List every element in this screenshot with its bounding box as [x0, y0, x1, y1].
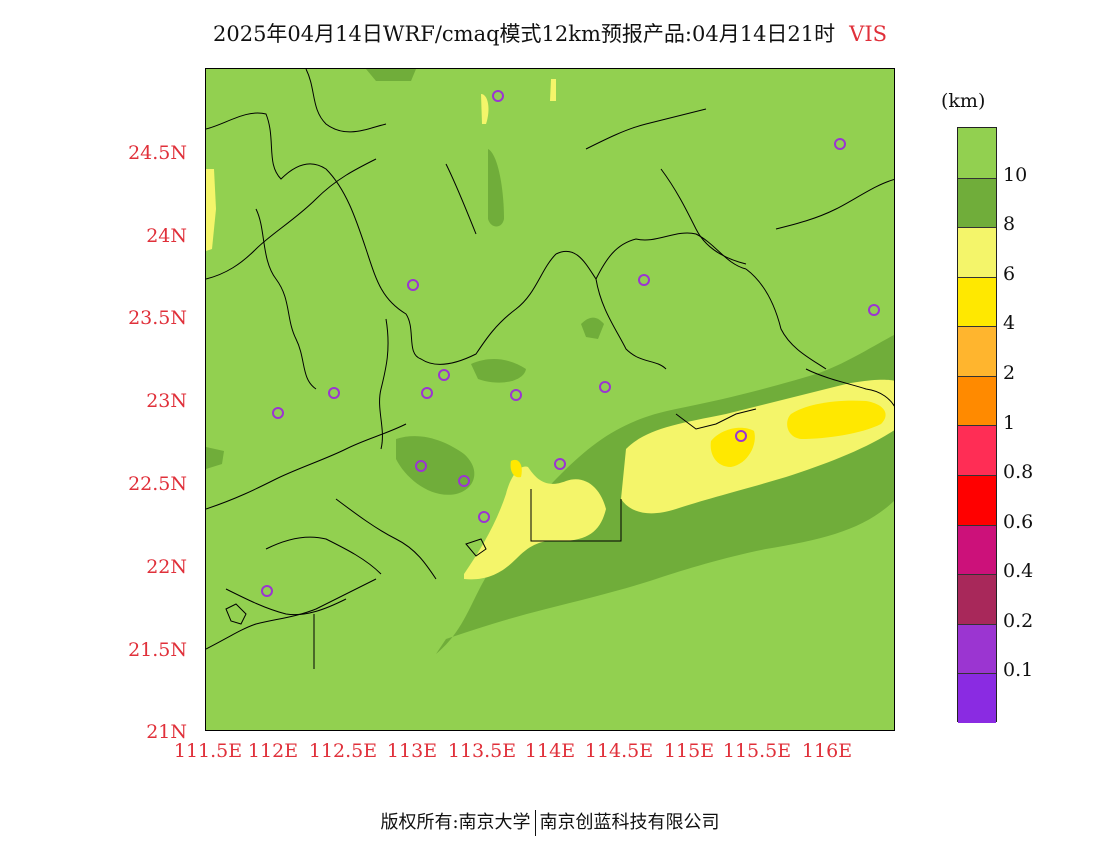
- colorbar-label: 0.4: [1003, 560, 1034, 583]
- station-marker: [868, 304, 880, 316]
- vis-band-8km-mid: [471, 358, 526, 383]
- station-marker: [492, 90, 504, 102]
- vis-band-8km-top: [366, 69, 416, 81]
- lat-label-21: 21N: [146, 721, 187, 743]
- lon-label-113: 113E: [386, 740, 438, 762]
- vis-band-8km-bay: [581, 317, 604, 339]
- lon-label-115: 115E: [663, 740, 715, 762]
- colorbar-label: 10: [1003, 163, 1028, 186]
- lon-label-111.5: 111.5E: [173, 740, 243, 762]
- colorbar-label: 6: [1003, 262, 1016, 285]
- hk-boundary: [530, 489, 622, 542]
- lon-label-112: 112E: [247, 740, 299, 762]
- colorbar-segment: [958, 227, 996, 277]
- vis-band-8km-west: [206, 447, 224, 469]
- colorbar: [957, 127, 997, 723]
- station-markers: [261, 90, 880, 597]
- lat-label-23: 23N: [146, 390, 187, 412]
- station-marker: [638, 274, 650, 286]
- lat-label-22: 22N: [146, 556, 187, 578]
- footer-copyright: 版权所有:南京大学: [380, 812, 531, 833]
- lon-label-114.5: 114.5E: [584, 740, 654, 762]
- colorbar-segment: [958, 326, 996, 376]
- lat-label-24: 24N: [146, 225, 187, 247]
- colorbar-segment: [958, 177, 996, 228]
- colorbar-segment: [958, 673, 996, 723]
- map-title: 2025年04月14日WRF/cmaq模式12km预报产品:04月14日21时 V…: [0, 18, 1100, 48]
- colorbar-label: 4: [1003, 312, 1016, 335]
- colorbar-label: 2: [1003, 361, 1016, 384]
- station-marker: [478, 511, 490, 523]
- vis-band-8km-north: [488, 149, 504, 227]
- colorbar-segment: [958, 623, 996, 674]
- station-marker: [554, 458, 566, 470]
- station-marker: [328, 387, 340, 399]
- colorbar-label: 0.2: [1003, 609, 1034, 632]
- colorbar-segment: [958, 475, 996, 525]
- station-marker: [735, 430, 747, 442]
- colorbar-segment: [958, 524, 996, 575]
- vis-band-6km-top: [550, 79, 556, 101]
- footer-divider: [534, 810, 536, 836]
- vis-band-4km-east: [787, 400, 886, 439]
- visibility-map: [205, 68, 895, 731]
- map-canvas: [206, 69, 894, 669]
- lon-label-115.5: 115.5E: [722, 740, 792, 762]
- admin-boundaries: [206, 69, 894, 616]
- footer-company: 南京创蓝科技有限公司: [539, 812, 720, 833]
- colorbar-segment: [958, 425, 996, 476]
- station-marker: [421, 387, 433, 399]
- station-marker: [438, 369, 450, 381]
- lat-label-21.5: 21.5N: [128, 639, 187, 661]
- colorbar-label: 0.1: [1003, 659, 1034, 682]
- station-marker: [599, 381, 611, 393]
- vis-band-6km-west: [206, 169, 216, 251]
- colorbar-label: 1: [1003, 411, 1016, 434]
- title-main: 2025年04月14日WRF/cmaq模式12km预报产品:04月14日21时: [212, 22, 836, 46]
- lon-label-114: 114E: [524, 740, 576, 762]
- station-marker: [834, 138, 846, 150]
- vis-band-6km-north: [481, 94, 489, 124]
- colorbar-segment: [958, 574, 996, 624]
- station-marker: [272, 407, 284, 419]
- lat-label-22.5: 22.5N: [128, 473, 187, 495]
- lon-label-116: 116E: [801, 740, 853, 762]
- station-marker: [510, 389, 522, 401]
- vis-band-4km-spot: [510, 459, 522, 478]
- vis-band-6km: [464, 466, 606, 580]
- station-marker: [407, 279, 419, 291]
- colorbar-label: 8: [1003, 213, 1016, 236]
- vis-band-8km-inland: [396, 436, 475, 495]
- colorbar-segment: [958, 375, 996, 426]
- lon-label-113.5: 113.5E: [447, 740, 517, 762]
- station-marker: [261, 585, 273, 597]
- station-marker: [415, 460, 427, 472]
- colorbar-label: 0.6: [1003, 510, 1034, 533]
- copyright-footer: 版权所有:南京大学 南京创蓝科技有限公司: [0, 808, 1100, 836]
- lat-label-24.5: 24.5N: [128, 142, 187, 164]
- lon-label-112.5: 112.5E: [308, 740, 378, 762]
- lat-label-23.5: 23.5N: [128, 307, 187, 329]
- colorbar-units: (km): [941, 90, 986, 112]
- vis-band-4km: [710, 427, 755, 467]
- coastline: [206, 368, 894, 669]
- colorbar-label: 0.8: [1003, 461, 1034, 484]
- title-variable: VIS: [849, 22, 888, 46]
- colorbar-segment: [958, 128, 996, 178]
- station-marker: [458, 475, 470, 487]
- colorbar-segment: [958, 276, 996, 327]
